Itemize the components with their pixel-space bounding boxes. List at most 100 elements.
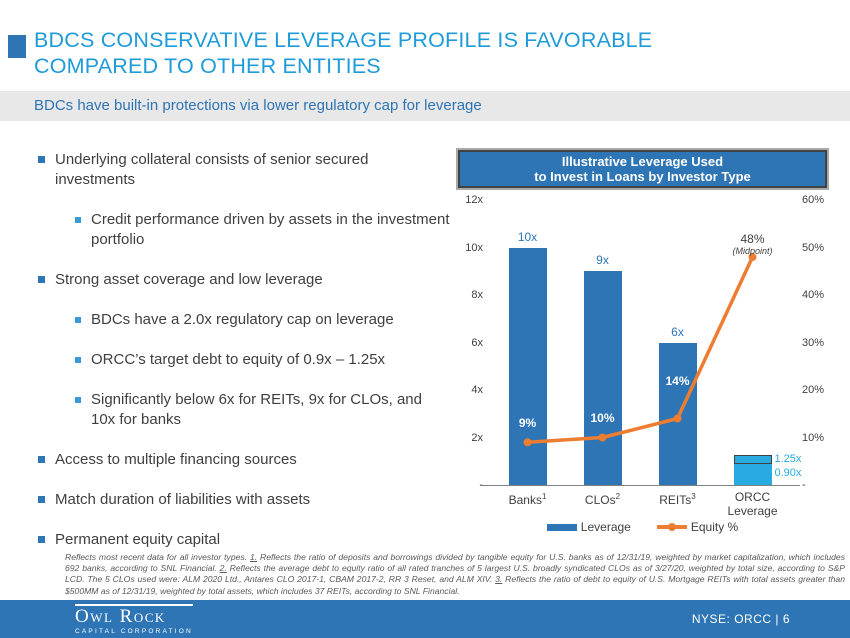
bullet-text: ORCC’s target debt to equity of 0.9x – 1… (91, 351, 386, 368)
category-label-text: CLOs (584, 493, 616, 507)
page-title: BDCS CONSERVATIVE LEVERAGE PROFILE IS FA… (34, 27, 804, 79)
owl-rock-logo: Owl Rock CAPITAL CORPORATION (75, 604, 193, 635)
legend-bar-swatch-icon (546, 523, 577, 531)
category-label-text: REITs (659, 493, 692, 507)
left-axis-tick: 4x (471, 384, 483, 396)
equity-midpoint-value: 48% (740, 232, 765, 246)
x-axis-category-label: CLOs2 (563, 490, 643, 507)
bullet-item: Credit performance driven by assets in t… (75, 210, 450, 250)
footnote-segment: Reflects the ratio of deposits and borro… (65, 552, 845, 574)
equity-point (598, 433, 607, 442)
bullet-square-icon (38, 496, 45, 503)
footnote-segment: Reflects most recent data for all invest… (65, 552, 250, 562)
category-footnote-sup: 2 (615, 492, 621, 501)
bullet-square-icon (38, 456, 45, 463)
category-label-text: Banks (508, 493, 542, 507)
legend-label: Leverage (580, 520, 631, 534)
page-title-line2: COMPARED TO OTHER ENTITIES (34, 54, 381, 78)
equity-midpoint-note: (Midpoint) (732, 246, 773, 256)
bullet-text: Match duration of liabilities with asset… (55, 491, 311, 508)
left-axis-tick: 6x (471, 336, 483, 349)
equity-point (523, 438, 532, 447)
bullet-text: Access to multiple financing sources (55, 451, 297, 468)
bullet-item: BDCs have a 2.0x regulatory cap on lever… (75, 310, 450, 330)
footer-bar: Owl Rock CAPITAL CORPORATION NYSE: ORCC … (0, 600, 850, 638)
right-axis-tick: 60% (802, 194, 825, 206)
right-axis-tick: 20% (802, 384, 825, 396)
bullet-item: Significantly below 6x for REITs, 9x for… (75, 390, 450, 430)
bullet-text: Permanent equity capital (55, 531, 221, 548)
footnote-ref-number: 1. (249, 552, 258, 562)
ticker-page-number: NYSE: ORCC | 6 (691, 612, 790, 626)
legend-item: Equity % (656, 520, 739, 534)
footnote-ref-number: 2. (219, 563, 227, 574)
equity-point-label: 10% (590, 410, 615, 425)
x-axis-category-label: ORCC Leverage (720, 490, 786, 518)
left-axis-tick: 10x (465, 241, 483, 254)
bullet-square-icon (75, 357, 81, 363)
right-axis-tick: 30% (802, 336, 825, 349)
left-axis-tick: 12x (465, 194, 483, 206)
footnote-text: Reflects most recent data for all invest… (65, 552, 845, 597)
bullet-square-icon (75, 397, 81, 403)
bullet-square-icon (38, 536, 45, 543)
equity-point (673, 414, 682, 423)
orcc-high-label: 1.25x (774, 453, 802, 466)
equity-line-chart (523, 253, 757, 447)
title-accent-bar (8, 35, 26, 58)
orcc-range-top-segment (733, 455, 772, 464)
legend-item: Leverage (546, 520, 631, 534)
subtitle-band: BDCs have built-in protections via lower… (0, 91, 850, 121)
category-footnote-sup: 3 (691, 492, 696, 501)
bullet-item: Strong asset coverage and low leverage (38, 270, 450, 290)
leverage-bar (658, 342, 697, 485)
bullet-square-icon (75, 317, 81, 323)
bullet-item: Access to multiple financing sources (38, 450, 450, 470)
x-axis-category-label: Banks1 (488, 490, 568, 507)
right-axis-tick: - (802, 479, 806, 491)
bullet-item: Match duration of liabilities with asset… (38, 490, 450, 510)
equity-point (748, 253, 757, 261)
chart-title-box: Illustrative Leverage Used to Invest in … (458, 150, 827, 188)
bar-value-label: 9x (596, 253, 609, 268)
chart-panel: Illustrative Leverage Used to Invest in … (455, 150, 830, 542)
left-axis-tick: 2x (471, 431, 483, 444)
bullet-square-icon (38, 276, 45, 283)
bullet-text: Credit performance driven by assets in t… (91, 211, 450, 248)
legend-line-dot-icon (667, 522, 676, 531)
bar-value-label: 10x (517, 229, 538, 244)
chart-title-line2: to Invest in Loans by Investor Type (534, 169, 751, 184)
legend-label: Equity % (690, 520, 739, 534)
bullet-text: Strong asset coverage and low leverage (55, 271, 323, 288)
footnote-segment: Reflects the average debt to equity rati… (65, 563, 845, 585)
chart-plot-region: 12x10x8x6x4x2x-60%50%40%30%20%10%-10x9x6… (455, 192, 830, 542)
bullet-text: BDCs have a 2.0x regulatory cap on lever… (91, 311, 394, 328)
equity-line (527, 256, 755, 444)
bullet-square-icon (75, 217, 81, 223)
logo-subtext: CAPITAL CORPORATION (75, 627, 193, 635)
bullet-item: ORCC’s target debt to equity of 0.9x – 1… (75, 350, 450, 370)
logo-name: Owl Rock (75, 605, 166, 627)
bullet-text: Underlying collateral consists of senior… (55, 151, 369, 188)
x-axis-line (480, 485, 800, 487)
bullet-square-icon (38, 156, 45, 163)
left-axis-tick: 8x (471, 289, 483, 301)
footnote-ref-number: 3. (495, 574, 503, 585)
leverage-bar (583, 271, 622, 485)
x-axis-category-label: REITs3 (638, 490, 718, 507)
chart-title-line1: Illustrative Leverage Used (561, 154, 724, 169)
category-footnote-sup: 1 (541, 492, 547, 501)
bullet-text: Significantly below 6x for REITs, 9x for… (91, 391, 422, 428)
right-axis-tick: 10% (802, 431, 825, 444)
page-title-line1: BDCS CONSERVATIVE LEVERAGE PROFILE IS FA… (34, 28, 653, 52)
equity-point-label: 9% (518, 416, 537, 431)
bullet-item: Permanent equity capital (38, 530, 450, 550)
subtitle-text: BDCs have built-in protections via lower… (34, 97, 482, 114)
right-axis-tick: 50% (802, 241, 825, 254)
right-axis-tick: 40% (802, 289, 825, 301)
bullet-item: Underlying collateral consists of senior… (38, 150, 450, 190)
legend-line-swatch-icon (656, 522, 687, 531)
logo-rule (75, 604, 193, 606)
equity-point-label: 14% (665, 373, 690, 388)
